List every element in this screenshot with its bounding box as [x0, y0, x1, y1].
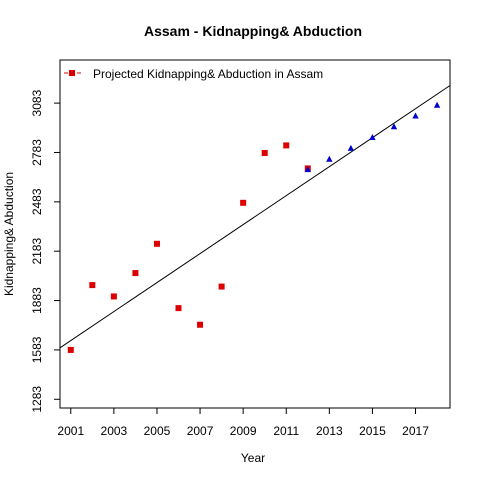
- x-tick-label-6: 2013: [316, 424, 343, 438]
- data-points: [67, 101, 441, 353]
- observed-point-2005: [153, 240, 160, 247]
- observed-point-2010: [261, 149, 268, 156]
- projected-point-2017: [412, 112, 419, 119]
- projected-point-2018: [433, 101, 441, 108]
- projected-point-2016: [390, 123, 398, 130]
- x-tick-label-7: 2015: [359, 424, 386, 438]
- x-tick-label-5: 2011: [273, 424, 299, 438]
- observed-point-2007: [197, 321, 204, 328]
- x-tick-label-4: 2009: [230, 424, 257, 438]
- observed-point-2003: [110, 293, 117, 300]
- x-tick-label-8: 2017: [402, 424, 429, 438]
- y-tick-label-6: 3083: [30, 89, 44, 116]
- projected-point-2012: [304, 166, 311, 173]
- observed-point-2009: [240, 199, 247, 206]
- y-tick-label-1: 1583: [30, 336, 44, 363]
- trend-line: [59, 85, 451, 349]
- observed-point-2011: [283, 142, 290, 149]
- y-tick-label-0: 1283: [30, 386, 44, 413]
- y-axis-label: Kidnapping& Abduction: [2, 172, 16, 296]
- plot-frame: [59, 59, 451, 409]
- legend-marker: [69, 70, 75, 76]
- x-tick-label-3: 2007: [187, 424, 214, 438]
- y-tick-label-4: 2483: [30, 188, 44, 215]
- y-tick-label-2: 1883: [30, 287, 44, 314]
- legend: Projected Kidnapping& Abduction in Assam: [64, 67, 323, 81]
- y-tick-label-5: 2783: [30, 139, 44, 166]
- x-tick-label-0: 2001: [57, 424, 84, 438]
- y-tick-label-3: 2183: [30, 238, 44, 265]
- legend-label: Projected Kidnapping& Abduction in Assam: [93, 67, 323, 81]
- observed-point-2001: [67, 346, 74, 353]
- observed-point-2002: [89, 282, 96, 289]
- x-tick-label-2: 2005: [144, 424, 171, 438]
- x-axis-label: Year: [241, 451, 265, 465]
- observed-point-2004: [132, 270, 139, 277]
- projected-point-2014: [347, 144, 355, 151]
- chart-title: Assam - Kidnapping& Abduction: [144, 23, 362, 39]
- y-axis: 1283 1583 1883 2183 2483 2783 3083: [30, 89, 60, 413]
- x-axis: 2001 2003 2005 2007 2009 2011 2013 2015 2017: [57, 408, 429, 438]
- projected-point-2015: [369, 133, 376, 140]
- projected-point-2013: [326, 155, 333, 162]
- observed-point-2008: [218, 283, 225, 290]
- observed-point-2006: [175, 305, 182, 312]
- x-tick-label-1: 2003: [101, 424, 128, 438]
